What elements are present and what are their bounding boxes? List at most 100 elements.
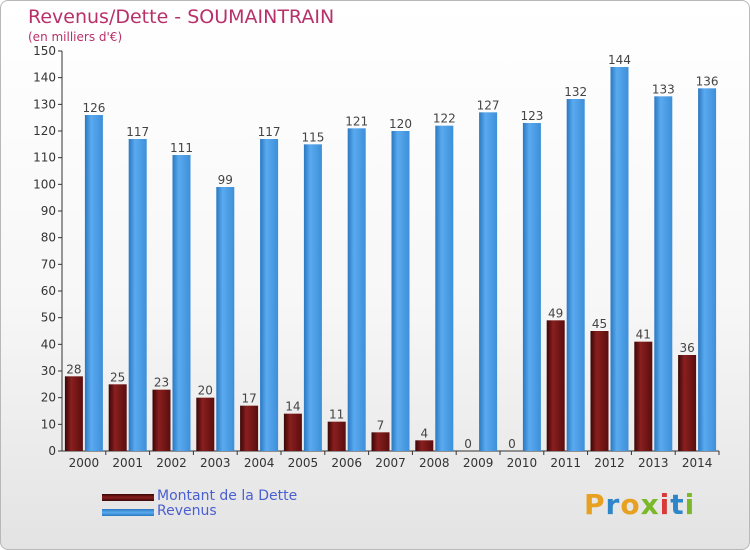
bar-revenus (654, 96, 673, 451)
x-tick-label: 2001 (112, 456, 143, 470)
y-tick-label: 140 (33, 71, 56, 85)
bar-revenus (347, 128, 366, 451)
bar-revenus-value-label: 133 (652, 82, 675, 96)
bar-dette-value-label: 36 (679, 341, 694, 355)
bar-dette (546, 320, 565, 451)
bar-revenus (172, 155, 191, 451)
y-tick-label: 70 (41, 257, 56, 271)
legend-label-dette: Montant de la Dette (157, 488, 298, 504)
x-tick-label: 2014 (682, 456, 713, 470)
logo-letter: o (620, 488, 641, 521)
x-tick-label: 2004 (244, 456, 275, 470)
bar-dette (152, 389, 171, 451)
y-tick-label: 60 (41, 284, 56, 298)
y-tick-label: 110 (33, 151, 56, 165)
bar-revenus-value-label: 99 (218, 173, 233, 187)
y-tick-label: 0 (48, 444, 56, 458)
bar-dette (327, 421, 346, 451)
bar-revenus (128, 139, 147, 451)
proxiti-logo: Proxiti (584, 488, 695, 521)
bar-dette-value-label: 41 (636, 328, 651, 342)
y-tick-label: 30 (41, 364, 56, 378)
y-tick-label: 40 (41, 337, 56, 351)
bar-dette-value-label: 11 (329, 408, 344, 422)
chart-title: Revenus/Dette - SOUMAINTRAIN (28, 6, 335, 28)
y-tick-label: 150 (33, 44, 56, 58)
bar-dette (240, 405, 259, 451)
bar-revenus (260, 139, 279, 451)
x-tick-label: 2006 (331, 456, 362, 470)
x-tick-label: 2012 (594, 456, 625, 470)
y-tick-label: 120 (33, 124, 56, 138)
bar-dette (64, 376, 83, 451)
logo-letter: P (584, 488, 606, 521)
bar-revenus-value-label: 111 (170, 141, 193, 155)
logo-letter: t (670, 488, 685, 521)
bar-dette-value-label: 28 (66, 362, 81, 376)
legend-label-revenus: Revenus (157, 503, 217, 519)
x-tick-label: 2010 (507, 456, 538, 470)
bar-revenus-value-label: 121 (345, 114, 368, 128)
bar-revenus-value-label: 123 (520, 109, 543, 123)
bar-revenus (216, 187, 235, 451)
bar-dette-value-label: 17 (241, 392, 256, 406)
bar-dette-value-label: 0 (508, 437, 516, 451)
legend-swatch-dette (102, 494, 154, 501)
bar-revenus-value-label: 127 (477, 98, 500, 112)
bar-revenus (698, 88, 717, 451)
bar-revenus-value-label: 136 (696, 74, 719, 88)
x-tick-label: 2000 (69, 456, 100, 470)
bar-dette (590, 331, 609, 451)
logo-letter: x (640, 488, 660, 521)
bar-dette (108, 384, 127, 451)
logo-letter: i (684, 488, 696, 521)
x-tick-label: 2002 (156, 456, 187, 470)
logo-letter: r (605, 488, 621, 521)
bar-revenus (566, 99, 585, 451)
y-tick-label: 10 (41, 417, 56, 431)
bar-revenus-value-label: 126 (82, 101, 105, 115)
bar-dette (196, 397, 215, 451)
bar-dette (371, 432, 390, 451)
bar-revenus (303, 144, 322, 452)
y-tick-label: 20 (41, 391, 56, 405)
bar-revenus (522, 123, 541, 451)
bar-revenus-value-label: 117 (258, 125, 281, 139)
y-tick-label: 100 (33, 177, 56, 191)
x-tick-label: 2009 (463, 456, 494, 470)
logo-letter: i (659, 488, 671, 521)
bar-dette-value-label: 20 (198, 384, 213, 398)
bar-revenus-value-label: 132 (564, 85, 587, 99)
bar-dette-value-label: 7 (377, 418, 385, 432)
y-tick-label: 50 (41, 311, 56, 325)
bar-dette-value-label: 23 (154, 376, 169, 390)
bar-dette (283, 413, 302, 451)
legend-swatch-revenus (102, 509, 154, 516)
x-tick-label: 2008 (419, 456, 450, 470)
bar-revenus-value-label: 144 (608, 53, 631, 67)
bar-dette-value-label: 45 (592, 317, 607, 331)
x-tick-label: 2011 (550, 456, 581, 470)
x-tick-label: 2005 (288, 456, 319, 470)
x-tick-label: 2003 (200, 456, 231, 470)
bar-dette-value-label: 14 (285, 400, 300, 414)
x-tick-label: 2013 (638, 456, 669, 470)
y-tick-label: 80 (41, 231, 56, 245)
bar-revenus (84, 115, 103, 451)
bar-dette-value-label: 4 (420, 426, 428, 440)
bar-dette (634, 341, 653, 451)
bar-revenus-value-label: 115 (301, 130, 324, 144)
bar-revenus-value-label: 120 (389, 117, 412, 131)
bar-revenus (479, 112, 498, 451)
bar-dette-value-label: 25 (110, 370, 125, 384)
bar-dette-value-label: 0 (464, 437, 472, 451)
x-tick-label: 2007 (375, 456, 406, 470)
bar-revenus-value-label: 117 (126, 125, 149, 139)
bar-dette (678, 355, 697, 451)
bar-dette (415, 440, 434, 451)
bar-revenus (610, 67, 629, 451)
bar-revenus (435, 125, 454, 452)
bar-revenus-value-label: 122 (433, 112, 456, 126)
